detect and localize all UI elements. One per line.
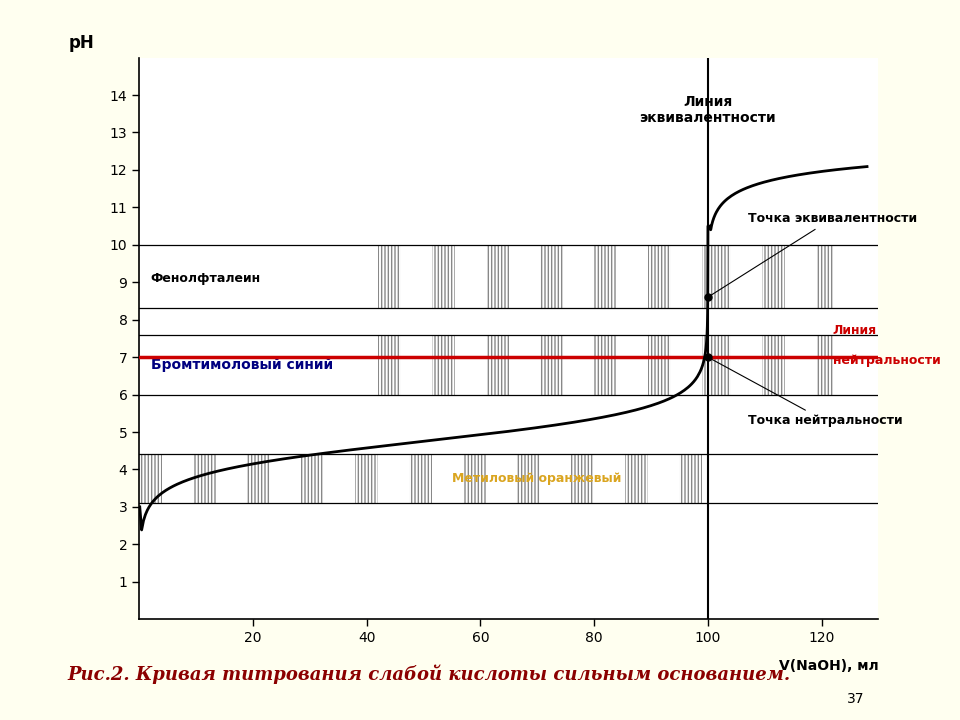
Bar <box>486 245 509 308</box>
Bar <box>571 454 594 503</box>
Bar <box>708 335 731 395</box>
Bar <box>486 335 509 395</box>
Text: pH: pH <box>69 34 95 52</box>
Bar <box>762 335 784 395</box>
Text: Рис.2. Кривая титрования слабой кислоты сильным основанием.: Рис.2. Кривая титрования слабой кислоты … <box>67 665 790 684</box>
Bar <box>378 335 400 395</box>
Bar <box>432 335 455 395</box>
Text: Линия: Линия <box>833 325 877 338</box>
Bar <box>378 245 400 308</box>
Bar <box>702 335 708 395</box>
Bar <box>540 245 563 308</box>
Bar <box>355 454 378 503</box>
Bar <box>625 454 648 503</box>
Bar <box>139 454 162 503</box>
Bar <box>648 335 671 395</box>
Bar <box>702 245 708 308</box>
Bar <box>816 335 833 395</box>
Bar <box>464 454 486 503</box>
Bar <box>193 454 216 503</box>
Text: V(NaOH), мл: V(NaOH), мл <box>779 659 878 672</box>
Bar <box>708 245 731 308</box>
Text: 37: 37 <box>847 692 864 706</box>
Bar <box>594 245 617 308</box>
Text: нейтральности: нейтральности <box>833 354 941 367</box>
Text: Точка нейтральности: Точка нейтральности <box>710 359 902 427</box>
Bar <box>816 245 833 308</box>
Bar <box>248 454 270 503</box>
Bar <box>301 454 324 503</box>
Bar <box>680 454 702 503</box>
Bar <box>540 335 563 395</box>
Text: Точка эквивалентности: Точка эквивалентности <box>710 212 917 296</box>
Bar <box>762 245 784 308</box>
Bar <box>648 245 671 308</box>
Text: Метиловый оранжевый: Метиловый оранжевый <box>452 472 621 485</box>
Bar <box>517 454 540 503</box>
Bar <box>432 245 455 308</box>
Text: Линия
эквивалентности: Линия эквивалентности <box>639 95 776 125</box>
Text: Фенолфталеин: Фенолфталеин <box>151 272 261 285</box>
Bar <box>594 335 617 395</box>
Text: Бромтимоловый синий: Бромтимоловый синий <box>151 358 333 372</box>
Bar <box>409 454 432 503</box>
